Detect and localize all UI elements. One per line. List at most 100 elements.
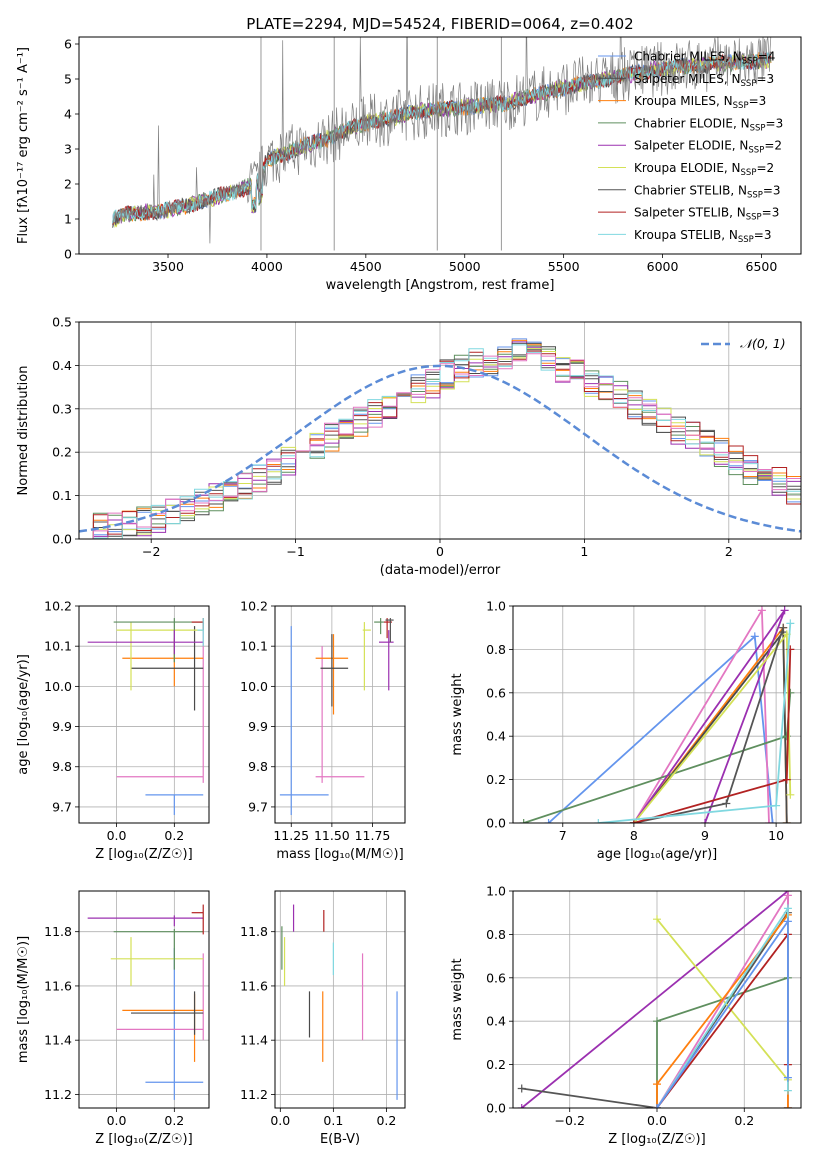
legend-label: Kroupa MILES, NSSP=3 (634, 94, 766, 111)
y-tick-label: 0.0 (486, 816, 506, 831)
y-tick-label: 10.2 (44, 599, 72, 614)
panel-weight-vs-Z: −0.2 0.0 0.2 0.0 0.2 0.4 0.6 0.8 1.0 Z [log₁₀(Z/Z… (450, 884, 802, 1147)
legend-value: =4 (758, 50, 776, 64)
weight-marker (701, 819, 709, 823)
weight-marker (782, 819, 791, 823)
y-tick-label: 9.8 (248, 759, 268, 774)
y-tick-label: 0.2 (486, 772, 506, 787)
y-tick-label: 11.8 (44, 924, 72, 939)
y-tick-label: 10.1 (44, 639, 72, 654)
y-tick-label: 0.4 (52, 358, 72, 373)
figure-title: PLATE=2294, MJD=54524, FIBERID=0064, z=0… (246, 15, 633, 33)
axes-border (78, 890, 210, 1109)
axes-frame: 11.25 11.50 11.75 9.7 9.8 9.9 10.0 10.1 10.2 mass… (240, 599, 406, 862)
y-axis-label: Normed distribution (16, 366, 31, 496)
y-tick-label: 0.3 (52, 401, 72, 416)
plot-area (79, 338, 801, 539)
legend-subscript: SSP (750, 123, 766, 133)
plot-area (279, 618, 394, 815)
panels: 3500 4000 4500 5000 5500 6000 6500 0 1 2 3 4 5 6 wavel… (16, 36, 802, 1147)
observed-spectrum-line (112, 37, 772, 244)
plot-area (87, 904, 204, 1100)
x-tick-label: −0.2 (555, 1113, 585, 1128)
y-tick-label: 0.2 (52, 445, 72, 460)
x-tick-label: 5000 (449, 259, 481, 274)
y-tick-label: 10.1 (240, 639, 268, 654)
y-axis-label: age [log₁₀(age/yr)] (16, 654, 31, 775)
x-axis-label: wavelength [Angstrom, rest frame] (326, 278, 555, 293)
y-tick-label: 1.0 (486, 599, 506, 614)
residual-histogram (79, 345, 801, 539)
y-tick-label: 5 (64, 72, 72, 87)
axes-border (274, 605, 406, 824)
residual-histogram (79, 350, 801, 539)
x-tick-label: 1 (580, 544, 588, 559)
legend-value: =3 (749, 94, 767, 108)
legend-subscript: SSP (741, 168, 757, 178)
x-tick-label: 0.2 (164, 1113, 184, 1128)
panel-age-vs-mass: 11.25 11.50 11.75 9.7 9.8 9.9 10.0 10.1 10.2 mass… (240, 599, 406, 862)
y-tick-label: 1.0 (486, 884, 506, 899)
x-tick-label: 7 (559, 828, 567, 843)
x-tick-label: 2 (725, 544, 733, 559)
x-tick-label: 0.0 (107, 828, 127, 843)
residual-histogram (79, 342, 801, 539)
axes-frame: 3500 4000 4500 5000 5500 6000 6500 0 1 2 3 4 5 6 wavel… (16, 36, 802, 293)
y-tick-label: 6 (64, 37, 72, 52)
residual-histogram (79, 341, 801, 539)
x-tick-label: −1 (286, 544, 304, 559)
y-tick-label: 0.1 (52, 488, 72, 503)
x-axis-label: (data-model)/error (380, 563, 501, 578)
y-tick-label: 3 (64, 142, 72, 157)
weight-marker (653, 1104, 661, 1108)
x-axis-label: age [log₁₀(age/yr)] (597, 847, 718, 862)
legend-label: Kroupa ELODIE, NSSP=2 (634, 161, 774, 178)
x-tick-label: −2 (142, 544, 160, 559)
x-axis-label: mass [log₁₀(M/M☉)] (276, 847, 403, 862)
residual-histogram (79, 339, 801, 539)
y-axis-label: mass weight (450, 958, 465, 1040)
y-tick-label: 10.0 (44, 679, 72, 694)
y-tick-label: 11.4 (44, 1033, 72, 1048)
weight-line (633, 631, 792, 823)
y-tick-label: 10.2 (240, 599, 268, 614)
y-tick-label: 0 (64, 247, 72, 262)
y-tick-label: 4 (64, 107, 72, 122)
y-tick-label: 9.8 (52, 759, 72, 774)
x-tick-label: 0.0 (107, 1113, 127, 1128)
y-tick-label: 10.0 (240, 679, 268, 694)
x-tick-label: 11.25 (273, 828, 309, 843)
plot-area (281, 904, 398, 1100)
legend-label: Salpeter STELIB, NSSP=3 (634, 206, 779, 223)
weight-marker (783, 1073, 792, 1082)
axes-frame: 7 8 9 10 0.0 0.2 0.4 0.6 0.8 1.0 age [log₁₀(age/yr… (450, 599, 802, 862)
normal-curve (79, 364, 801, 533)
weight-marker (768, 819, 777, 823)
legend-label: Chabrier STELIB, NSSP=3 (634, 183, 781, 200)
y-tick-label: 11.2 (44, 1087, 72, 1102)
legend: 𝒩(0, 1) (701, 336, 786, 351)
residual-histogram (79, 353, 801, 539)
legend-label: Chabrier MILES, NSSP=4 (634, 50, 775, 67)
x-tick-label: 9 (701, 828, 709, 843)
axes-frame: 0.0 0.2 11.2 11.4 11.6 11.8 Z [log₁₀(Z/Z☉)] mas… (16, 890, 210, 1147)
y-tick-label: 11.6 (240, 978, 268, 993)
weight-marker (544, 819, 553, 823)
legend-subscript: SSP (748, 146, 764, 156)
weight-marker (783, 1104, 792, 1108)
x-tick-label: 0.0 (647, 1113, 667, 1128)
panel-spectrum: 3500 4000 4500 5000 5500 6000 6500 0 1 2 3 4 5 6 wavel… (16, 36, 802, 293)
legend-value: =3 (754, 228, 772, 242)
weight-marker (519, 819, 528, 823)
legend-subscript: SSP (733, 101, 749, 111)
panel-weight-vs-age: 7 8 9 10 0.0 0.2 0.4 0.6 0.8 1.0 age [log₁₀(age/yr… (450, 599, 802, 862)
weight-marker (653, 915, 661, 924)
axes-frame: −0.2 0.0 0.2 0.0 0.2 0.4 0.6 0.8 1.0 Z [log₁₀(Z/Z… (450, 884, 802, 1147)
legend-subscript: SSP (741, 79, 757, 89)
legend-label: 𝒩(0, 1) (740, 336, 786, 351)
legend-value: =3 (762, 206, 780, 220)
weight-marker (780, 606, 789, 615)
x-axis-label: Z [log₁₀(Z/Z☉)] (95, 847, 192, 862)
x-tick-label: 5500 (548, 259, 580, 274)
